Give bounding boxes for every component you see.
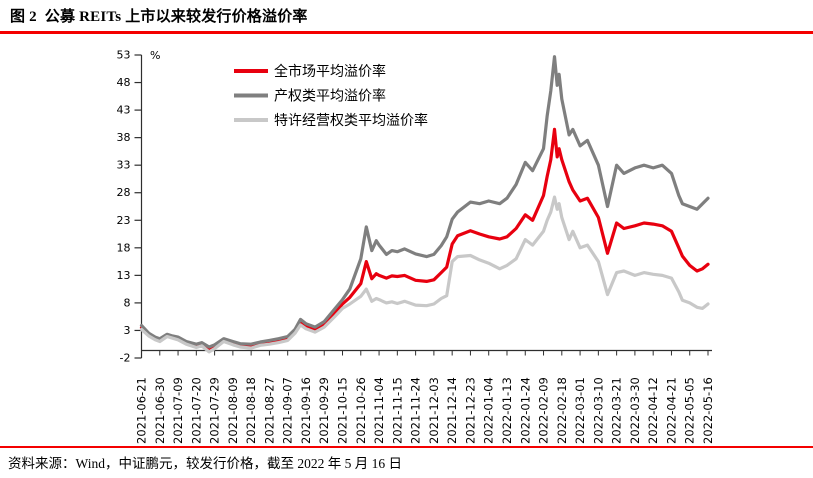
series-line-property-rights (139, 55, 710, 349)
x-axis-tick-label: 2022-02-18 (555, 377, 569, 444)
x-axis-tick-label: 2022-01-24 (518, 377, 532, 444)
x-axis-tick-label: 2021-12-23 (463, 377, 477, 444)
y-axis-tick-label: 28 (117, 186, 131, 199)
footer-divider (0, 446, 813, 448)
y-axis-tick-label: 33 (117, 159, 131, 172)
chart-canvas: 53 48 43 38 33 28 23 18 13 8 3 -2% 2021-06-21 2021-06… (117, 49, 716, 445)
y-axis-unit-label: % (150, 49, 160, 62)
x-axis-tick-label: 2022-03-01 (573, 377, 587, 444)
x-axis-tick-label: 2021-11-15 (390, 377, 404, 444)
y-axis-tick-label: 38 (117, 131, 131, 144)
legend-item-property-rights: 产权类平均溢价率 (234, 88, 386, 104)
x-axis-tick-label: 2022-01-04 (482, 377, 496, 444)
legend-label-property-rights: 产权类平均溢价率 (274, 88, 386, 104)
x-axis-tick-label: 2021-11-24 (409, 377, 423, 444)
x-axis-tick-label: 2021-07-09 (171, 377, 185, 444)
x-axis-tick-label: 2021-10-26 (354, 377, 368, 444)
y-axis-tick-label: 43 (117, 104, 131, 117)
x-axis-tick-label: 2022-01-13 (500, 377, 514, 444)
legend-label-market-average: 全市场平均溢价率 (274, 63, 386, 79)
x-axis-tick-label: 2021-12-03 (427, 377, 441, 444)
x-axis-tick-label: 2021-08-27 (262, 377, 276, 444)
x-axis-tick-label: 2021-08-18 (244, 377, 258, 444)
x-axis-tick-label: 2022-04-12 (646, 377, 660, 444)
series-line-market-average (139, 127, 710, 351)
x-axis-tick-label: 2021-10-15 (336, 377, 350, 444)
x-axis-tick-label: 2021-06-30 (153, 377, 167, 444)
y-axis-tick-label: 23 (117, 214, 131, 227)
y-axis-tick-label: 53 (117, 49, 131, 62)
x-axis-tick-label: 2022-02-09 (537, 377, 551, 444)
x-axis-tick-label: 2022-03-10 (591, 377, 605, 444)
x-axis-tick-label: 2021-07-20 (189, 377, 203, 444)
source-note: 资料来源：Wind，中证鹏元，较发行价格，截至 2022 年 5 月 16 日 (8, 456, 402, 471)
y-axis-tick-label: 18 (117, 241, 131, 254)
x-axis-tick-label: 2021-12-14 (445, 377, 459, 444)
y-axis-tick-label: 48 (117, 76, 131, 89)
x-axis-tick-label: 2022-05-05 (683, 377, 697, 444)
chart-area: 53 48 43 38 33 28 23 18 13 8 3 -2% 2021-06-21 2021-06… (0, 36, 813, 446)
y-axis-tick-label: -2 (120, 352, 131, 365)
x-axis-tick-label: 2022-03-21 (610, 377, 624, 444)
x-axis-tick-label: 2021-09-07 (281, 377, 295, 444)
x-axis-tick-label: 2022-05-16 (701, 377, 715, 444)
x-axis-tick-label: 2022-04-21 (664, 377, 678, 444)
y-axis-tick-label: 13 (117, 269, 131, 282)
legend-label-franchise-rights: 特许经营权类平均溢价率 (274, 112, 428, 128)
x-axis-tick-label: 2022-03-30 (628, 377, 642, 444)
y-axis-tick-label: 3 (124, 324, 131, 337)
legend-item-market-average: 全市场平均溢价率 (234, 63, 386, 79)
x-axis-tick-label: 2021-08-09 (226, 377, 240, 444)
x-axis-tick-label: 2021-09-29 (317, 377, 331, 444)
x-axis-tick-label: 2021-06-21 (135, 377, 149, 444)
x-axis-tick-label: 2021-07-29 (208, 377, 222, 444)
legend-item-franchise-rights: 特许经营权类平均溢价率 (234, 112, 428, 128)
page-title: 图 2 公募 REITs 上市以来较发行价格溢价率 (10, 9, 308, 25)
x-axis-tick-label: 2021-09-16 (299, 377, 313, 444)
x-axis-tick-label: 2021-11-04 (372, 377, 386, 444)
series-line-franchise-rights (139, 195, 710, 354)
y-axis-tick-label: 8 (124, 296, 131, 309)
title-divider (0, 31, 813, 34)
